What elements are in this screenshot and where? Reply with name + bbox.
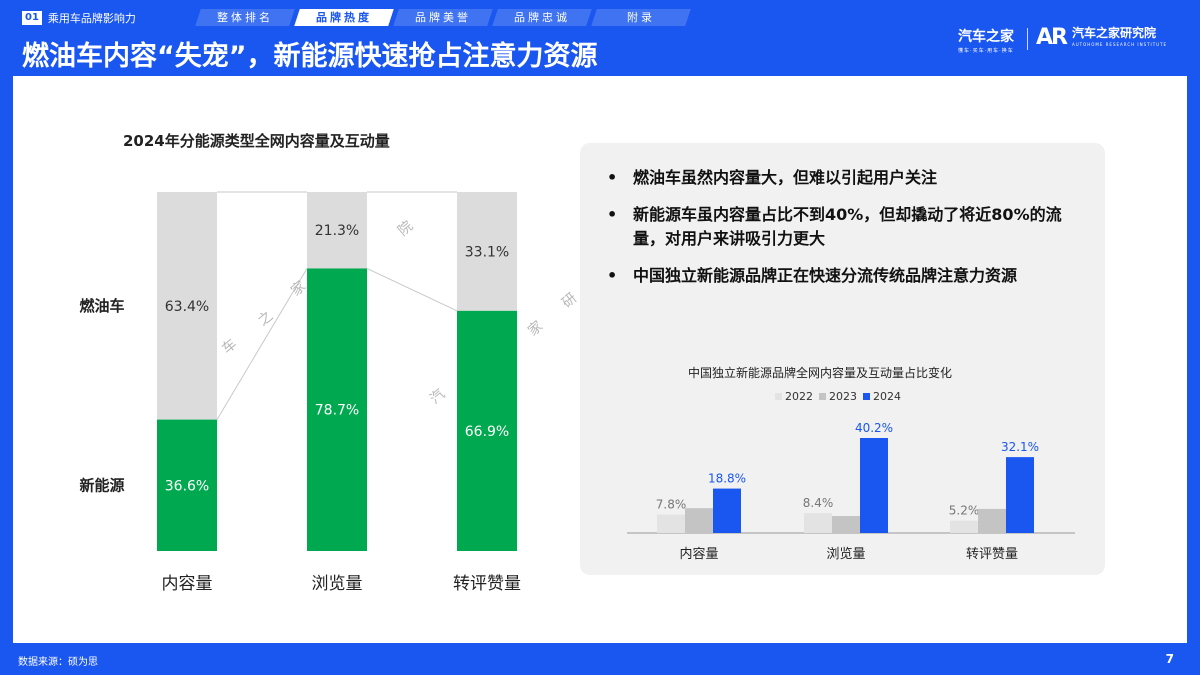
insight-bullets: 燃油车虽然内容量大，但难以引起用户关注 新能源车虽内容量占比不到40%，但却撬动…	[607, 166, 1087, 301]
bar-label: 21.3%	[315, 223, 359, 239]
bullet-item: 新能源车虽内容量占比不到40%，但却撬动了将近80%的流量，对用户来讲吸引力更大	[607, 203, 1087, 251]
legend-item: 2024	[863, 390, 901, 403]
bar-label: 78.7%	[315, 403, 359, 419]
bar-ice-2	[307, 192, 367, 269]
bar-2024-3	[1006, 457, 1034, 533]
bar-label: 18.8%	[708, 472, 746, 486]
data-source: 数据来源：硕为思	[18, 657, 98, 668]
legend-item: 2022	[775, 390, 813, 403]
grouped-bar-chart: 7.8% 18.8% 内容量 8.4% 40.2% 浏览量 5.2% 32.1% 转评赞量	[627, 421, 1075, 562]
bar-label: 63.4%	[165, 299, 209, 315]
bullet-item: 中国独立新能源品牌正在快速分流传统品牌注意力资源	[607, 264, 1087, 288]
category-label: 内容量	[162, 574, 213, 594]
bar-nev-2	[307, 268, 367, 551]
bar-label: 8.4%	[803, 496, 834, 510]
section-indicator: 01 乘用车品牌影响力	[22, 10, 136, 26]
bar-label: 5.2%	[949, 504, 980, 518]
bar-nev-1	[157, 419, 217, 551]
autohome-logo: 汽车之家 懂车·买车·用车·换车	[958, 26, 1014, 54]
category-label: 内容量	[679, 546, 718, 562]
connector-line	[216, 268, 308, 420]
bar-2023-2	[832, 515, 860, 533]
section-title: 乘用车品牌影响力	[47, 12, 136, 25]
bar-2022-2	[804, 513, 832, 533]
bar-2022-3	[950, 520, 978, 533]
page-number: 7	[1165, 652, 1174, 666]
legend-swatch	[819, 393, 826, 400]
category-label: 浏览量	[826, 546, 865, 562]
bar-ice-1	[157, 192, 217, 420]
row-label-nev: 新能源	[79, 476, 124, 494]
institute-mark: AR	[1036, 25, 1068, 50]
autohome-logo-text: 汽车之家	[958, 29, 1014, 45]
legend-swatch	[775, 393, 782, 400]
bar-label: 33.1%	[465, 244, 509, 260]
section-number: 01	[22, 11, 42, 25]
bar-label: 40.2%	[855, 421, 893, 435]
logo-divider	[1027, 28, 1028, 50]
page-title: 燃油车内容“失宠”，新能源快速抢占注意力资源	[22, 41, 598, 72]
bar-2023-3	[978, 508, 1006, 533]
bullet-item: 燃油车虽然内容量大，但难以引起用户关注	[607, 166, 1087, 190]
bar-2022-1	[657, 514, 685, 533]
bar-nev-3	[457, 310, 517, 551]
legend-swatch	[863, 393, 870, 400]
top-nav: 01 乘用车品牌影响力 整体排名 品牌热度 品牌美誉 品牌忠诚 附录	[0, 0, 1200, 30]
legend-label: 2022	[785, 390, 813, 403]
stacked-bar-chart: 63.4% 36.6% 内容量 21.3% 78.7% 浏览量 33.1% 66.9% 转评赞量…	[79, 191, 521, 594]
small-chart-legend: 2022 2023 2024	[775, 390, 907, 403]
category-label: 转评赞量	[966, 547, 1018, 562]
bar-2023-1	[685, 508, 713, 533]
bar-label: 7.8%	[656, 498, 687, 512]
legend-label: 2024	[873, 390, 901, 403]
legend-label: 2023	[829, 390, 857, 403]
autohome-tagline: 懂车·买车·用车·换车	[958, 48, 1014, 54]
small-chart-title: 中国独立新能源品牌全网内容量及互动量占比变化	[687, 366, 952, 380]
institute-name: 汽车之家研究院	[1071, 26, 1156, 40]
category-label: 浏览量	[312, 574, 363, 594]
institute-en: AUTOHOME RESEARCH INSTITUTE	[1071, 42, 1168, 47]
bar-label: 32.1%	[1001, 440, 1039, 454]
bar-label: 66.9%	[465, 424, 509, 440]
bar-label: 36.6%	[165, 478, 209, 494]
stacked-chart-title: 2024年分能源类型全网内容量及互动量	[123, 132, 390, 150]
bar-2024-2	[860, 438, 888, 533]
institute-logo: AR 汽车之家研究院 AUTOHOME RESEARCH INSTITUTE	[1036, 26, 1167, 50]
bar-2024-1	[713, 488, 741, 533]
row-label-ice: 燃油车	[79, 297, 124, 315]
connector-line	[366, 268, 458, 312]
bar-ice-3	[457, 192, 517, 311]
legend-item: 2023	[819, 390, 857, 403]
category-label: 转评赞量	[453, 574, 521, 594]
